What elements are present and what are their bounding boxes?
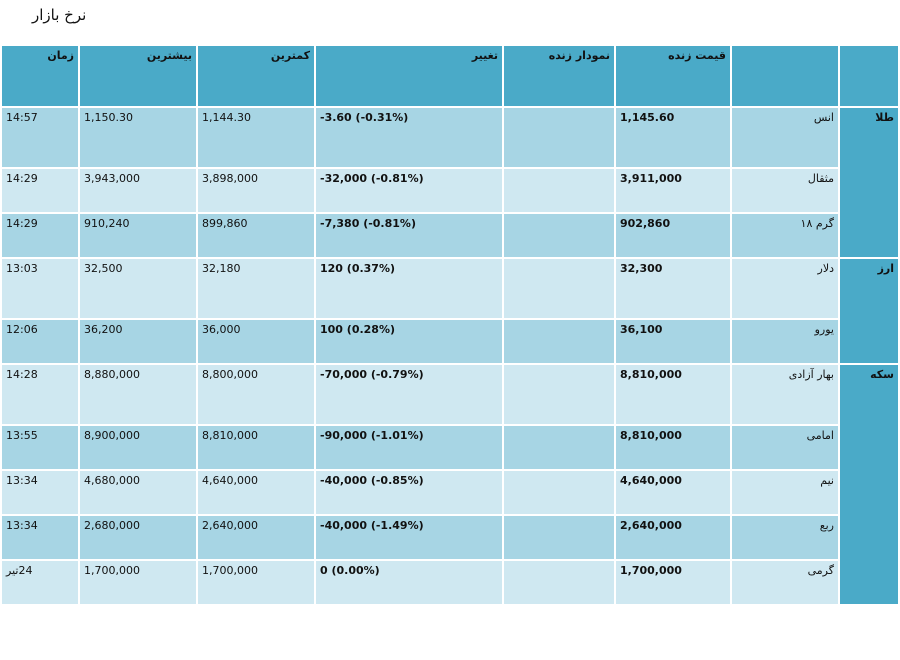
live-price: 36,100 (616, 320, 730, 363)
price-change: 0 (0.00%) (320, 564, 380, 577)
live-chart-cell (504, 365, 614, 424)
live-chart-cell (504, 320, 614, 363)
live-price: 1,145.60 (616, 108, 730, 167)
live-chart-cell (504, 471, 614, 514)
live-price: 1,700,000 (616, 561, 730, 604)
item-name: دلار (732, 259, 838, 318)
table-row: یورو 36,100 100 (0.28%) 36,000 36,200 12… (2, 320, 898, 363)
low-value: 2,640,000 (198, 516, 314, 559)
update-time: 14:29 (2, 214, 78, 257)
live-price: 32,300 (616, 259, 730, 318)
low-value: 1,700,000 (198, 561, 314, 604)
price-change: -32,000 (-0.81%) (320, 172, 424, 185)
table-row: ارز دلار 32,300 120 (0.37%) 32,180 32,50… (2, 259, 898, 363)
header-high: بیشترین (80, 46, 196, 106)
low-value: 8,810,000 (198, 426, 314, 469)
update-time: 13:55 (2, 426, 78, 469)
live-price: 8,810,000 (616, 365, 730, 424)
high-value: 1,150.30 (80, 108, 196, 167)
item-name: نیم (732, 471, 838, 514)
item-name: مثقال (732, 169, 838, 212)
table-row: ربع 2,640,000 -40,000 (-1.49%) 2,640,000… (2, 516, 898, 559)
low-value: 32,180 (198, 259, 314, 318)
low-value: 1,144.30 (198, 108, 314, 167)
live-chart-cell (504, 108, 614, 167)
low-value: 899,860 (198, 214, 314, 257)
price-change: -90,000 (-1.01%) (320, 429, 424, 442)
high-value: 4,680,000 (80, 471, 196, 514)
high-value: 36,200 (80, 320, 196, 363)
table-row: نیم 4,640,000 -40,000 (-0.85%) 4,640,000… (2, 471, 898, 514)
table-row: امامی 8,810,000 -90,000 (-1.01%) 8,810,0… (2, 426, 898, 469)
item-name: ربع (732, 516, 838, 559)
item-name: بهار آزادی (732, 365, 838, 424)
price-change: -7,380 (-0.81%) (320, 217, 416, 230)
page-title: نرخ بازار (32, 6, 87, 24)
price-change: -40,000 (-0.85%) (320, 474, 424, 487)
price-change: 100 (0.28%) (320, 323, 396, 336)
header-price: قیمت زنده (616, 46, 730, 106)
high-value: 32,500 (80, 259, 196, 318)
live-chart-cell (504, 259, 614, 318)
price-change: -40,000 (-1.49%) (320, 519, 424, 532)
item-name: امامی (732, 426, 838, 469)
header-name (732, 46, 838, 106)
group-label-currency: ارز (840, 259, 898, 363)
price-change: -70,000 (-0.79%) (320, 368, 424, 381)
low-value: 4,640,000 (198, 471, 314, 514)
update-time: 24تیر (2, 561, 78, 604)
item-name: انس (732, 108, 838, 167)
live-chart-cell (504, 561, 614, 604)
live-chart-cell (504, 169, 614, 212)
live-chart-cell (504, 426, 614, 469)
market-rates-table: قیمت زنده نمودار زنده تغییر کمترین بیشتر… (0, 44, 900, 606)
table-row: طلا انس 1,145.60 -3.60 (-0.31%) 1,144.30… (2, 108, 898, 257)
update-time: 12:06 (2, 320, 78, 363)
low-value: 8,800,000 (198, 365, 314, 424)
live-price: 902,860 (616, 214, 730, 257)
table-row: گرمی 1,700,000 0 (0.00%) 1,700,000 1,700… (2, 561, 898, 604)
update-time: 13:03 (2, 259, 78, 318)
header-change: تغییر (316, 46, 502, 106)
header-time: زمان (2, 46, 78, 106)
live-price: 3,911,000 (616, 169, 730, 212)
update-time: 14:29 (2, 169, 78, 212)
item-name: گرم ۱۸ (732, 214, 838, 257)
live-price: 2,640,000 (616, 516, 730, 559)
item-name: یورو (732, 320, 838, 363)
group-label-gold: طلا (840, 108, 898, 257)
item-name: گرمی (732, 561, 838, 604)
header-low: کمترین (198, 46, 314, 106)
price-change: 120 (0.37%) (320, 262, 396, 275)
table-row: گرم ۱۸ 902,860 -7,380 (-0.81%) 899,860 9… (2, 214, 898, 257)
high-value: 8,900,000 (80, 426, 196, 469)
high-value: 8,880,000 (80, 365, 196, 424)
header-row: قیمت زنده نمودار زنده تغییر کمترین بیشتر… (2, 46, 898, 106)
high-value: 910,240 (80, 214, 196, 257)
price-change: -3.60 (-0.31%) (320, 111, 409, 124)
low-value: 3,898,000 (198, 169, 314, 212)
live-price: 8,810,000 (616, 426, 730, 469)
header-chart: نمودار زنده (504, 46, 614, 106)
low-value: 36,000 (198, 320, 314, 363)
group-label-coin: سکه (840, 365, 898, 604)
high-value: 2,680,000 (80, 516, 196, 559)
live-chart-cell (504, 516, 614, 559)
update-time: 14:28 (2, 365, 78, 424)
high-value: 1,700,000 (80, 561, 196, 604)
high-value: 3,943,000 (80, 169, 196, 212)
header-group (840, 46, 898, 106)
table-row: مثقال 3,911,000 -32,000 (-0.81%) 3,898,0… (2, 169, 898, 212)
update-time: 13:34 (2, 471, 78, 514)
update-time: 14:57 (2, 108, 78, 167)
table-row: سکه بهار آزادی 8,810,000 -70,000 (-0.79%… (2, 365, 898, 604)
live-price: 4,640,000 (616, 471, 730, 514)
live-chart-cell (504, 214, 614, 257)
update-time: 13:34 (2, 516, 78, 559)
